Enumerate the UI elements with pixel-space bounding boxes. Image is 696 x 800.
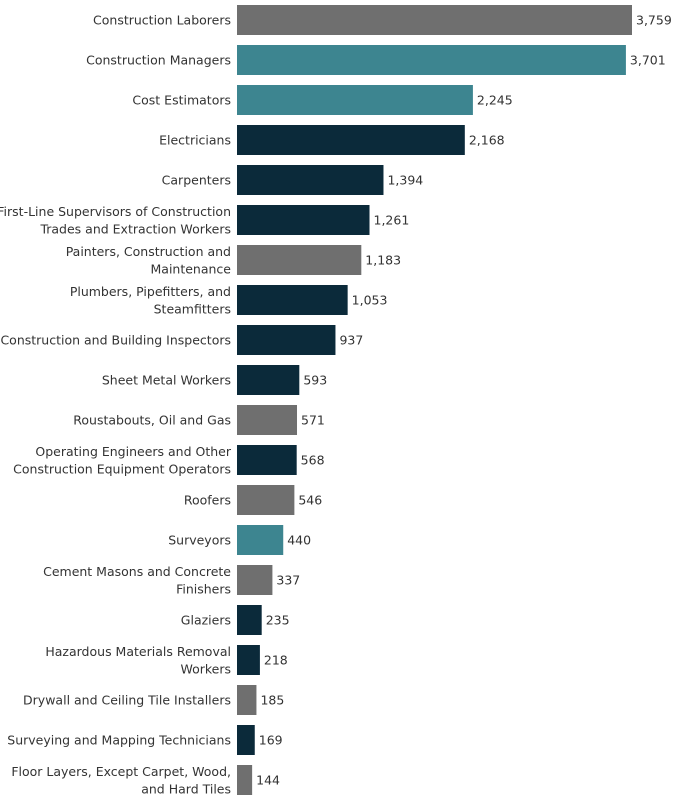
category-label-3: Electricians — [159, 133, 231, 148]
category-label-5: First-Line Supervisors of Construction Tr… — [0, 204, 231, 237]
bar-18 — [237, 725, 255, 755]
value-label-1: 3,701 — [630, 53, 666, 68]
bar-6 — [237, 245, 362, 275]
value-label-5: 1,261 — [374, 213, 410, 228]
category-label-11: Operating Engineers and Other Constructio… — [13, 444, 232, 477]
category-label-14: Cement Masons and Concrete Finishers — [43, 564, 231, 597]
category-label-15: Glaziers — [181, 613, 231, 628]
value-label-7: 1,053 — [352, 293, 388, 308]
category-label-2: Cost Estimators — [132, 93, 231, 108]
bar-13 — [237, 525, 284, 555]
value-label-17: 185 — [260, 693, 284, 708]
category-label-19: Floor Layers, Except Carpet, Wood, and Ha… — [11, 764, 231, 797]
value-label-6: 1,183 — [365, 253, 401, 268]
category-label-10: Roustabouts, Oil and Gas — [73, 413, 231, 428]
value-label-2: 2,245 — [477, 93, 513, 108]
bar-12 — [237, 485, 295, 515]
value-label-4: 1,394 — [387, 173, 423, 188]
category-label-4: Carpenters — [162, 173, 231, 188]
category-label-6: Painters, Construction and Maintenance — [66, 244, 232, 277]
value-label-13: 440 — [287, 533, 311, 548]
bar-10 — [237, 405, 298, 435]
value-label-12: 546 — [298, 493, 322, 508]
value-label-11: 568 — [301, 453, 325, 468]
bar-15 — [237, 605, 262, 635]
value-label-18: 169 — [259, 733, 283, 748]
value-label-16: 218 — [264, 653, 288, 668]
bar-8 — [237, 325, 336, 355]
category-label-13: Surveyors — [168, 533, 231, 548]
value-label-14: 337 — [276, 573, 300, 588]
bar-11 — [237, 445, 297, 475]
bar-19 — [237, 765, 253, 795]
value-label-19: 144 — [256, 773, 280, 788]
value-label-8: 937 — [339, 333, 363, 348]
value-label-15: 235 — [266, 613, 290, 628]
bar-4 — [237, 165, 384, 195]
category-label-18: Surveying and Mapping Technicians — [7, 733, 231, 748]
category-label-12: Roofers — [184, 493, 231, 508]
category-label-16: Hazardous Materials Removal Workers — [45, 644, 231, 677]
bar-0 — [237, 5, 632, 35]
value-label-0: 3,759 — [636, 13, 672, 28]
category-label-1: Construction Managers — [86, 53, 231, 68]
bar-9 — [237, 365, 300, 395]
value-label-3: 2,168 — [469, 133, 505, 148]
category-label-7: Plumbers, Pipefitters, and Steamfitters — [70, 284, 231, 317]
bar-1 — [237, 45, 626, 75]
bar-2 — [237, 85, 473, 115]
bar-17 — [237, 685, 257, 715]
value-label-9: 593 — [303, 373, 327, 388]
bar-5 — [237, 205, 370, 235]
bar-7 — [237, 285, 348, 315]
category-label-9: Sheet Metal Workers — [102, 373, 231, 388]
category-label-0: Construction Laborers — [93, 13, 231, 28]
bar-16 — [237, 645, 260, 675]
category-label-8: Construction and Building Inspectors — [0, 333, 231, 348]
value-label-10: 571 — [301, 413, 325, 428]
category-label-17: Drywall and Ceiling Tile Installers — [23, 693, 231, 708]
bar-3 — [237, 125, 465, 155]
bar-14 — [237, 565, 273, 595]
